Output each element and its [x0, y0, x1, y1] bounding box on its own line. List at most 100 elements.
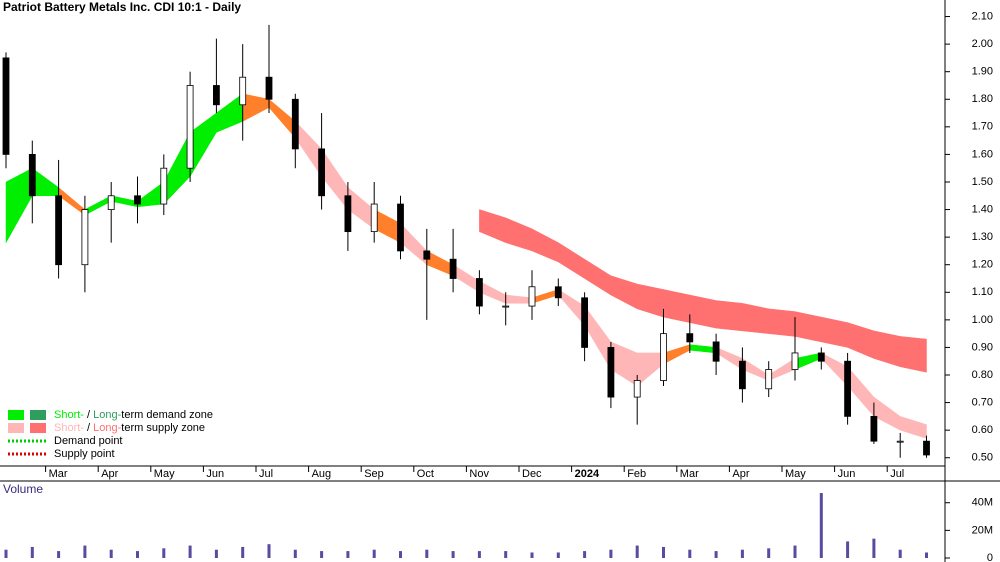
- legend-entry: Short- / Long-term demand zone: [54, 409, 213, 421]
- x-tick-label: May: [154, 468, 175, 480]
- volume-bar: [109, 549, 113, 558]
- y-tick-label: 0.50: [972, 452, 993, 464]
- legend-swatch: [30, 423, 46, 433]
- candle-body: [239, 76, 247, 106]
- y-tick-label: 1.80: [972, 93, 993, 105]
- volume-bar: [293, 549, 297, 558]
- volume-bar: [214, 549, 218, 558]
- x-tick-label: Sep: [364, 468, 384, 480]
- candle-body: [554, 286, 562, 299]
- legend-text: term supply zone: [121, 422, 205, 434]
- x-tick-label: Nov: [469, 468, 489, 480]
- volume-bar: [477, 551, 481, 558]
- volume-bar: [819, 493, 823, 558]
- candle-body: [791, 352, 799, 370]
- candle-body: [870, 415, 878, 442]
- legend-swatch: [8, 423, 24, 433]
- volume-bar: [688, 549, 692, 558]
- candle-body: [55, 195, 62, 266]
- y-tick-label: 0.90: [972, 341, 993, 353]
- volume-bar: [872, 538, 876, 558]
- volume-bar: [714, 551, 718, 558]
- long-term-supply-zone: [768, 308, 796, 337]
- y-tick-label: 0.70: [972, 396, 993, 408]
- volume-bar: [4, 549, 8, 558]
- x-tick-label: Feb: [627, 468, 646, 480]
- long-term-supply-zone: [663, 289, 691, 323]
- candle-body: [607, 347, 615, 398]
- candle-body: [817, 352, 825, 362]
- legend-long: Long-: [93, 422, 121, 434]
- legend-entry: Demand point: [54, 435, 123, 447]
- volume-bar: [425, 549, 429, 558]
- y-tick-label: 1.20: [972, 259, 993, 271]
- candle-body: [633, 380, 641, 398]
- candle-body: [765, 369, 773, 390]
- candle-body: [712, 341, 720, 362]
- candle-body: [449, 258, 457, 279]
- volume-bar: [609, 549, 613, 558]
- long-term-supply-zone: [715, 300, 743, 332]
- x-tick-label: Aug: [312, 468, 332, 480]
- volume-bar: [793, 545, 797, 558]
- volume-bar: [241, 546, 245, 558]
- volume-bar: [530, 552, 534, 558]
- x-tick-label: Jun: [838, 468, 856, 480]
- x-tick-label: 2024: [575, 468, 600, 480]
- legend-swatch: [8, 410, 24, 420]
- x-tick-label: Apr: [732, 468, 749, 480]
- candle-body: [81, 209, 89, 266]
- volume-bar: [767, 548, 771, 558]
- legend-short: Short-: [54, 409, 84, 421]
- x-tick-label: Jul: [259, 468, 273, 480]
- candle-body: [318, 148, 326, 197]
- x-tick-label: Jul: [890, 468, 904, 480]
- volume-bar: [846, 541, 850, 558]
- legend-sep: /: [84, 422, 93, 434]
- y-tick-label: 0.80: [972, 369, 993, 381]
- volume-bar: [451, 551, 455, 558]
- volume-bar: [30, 546, 34, 558]
- volume-bar: [898, 549, 902, 558]
- volume-bar: [136, 551, 139, 558]
- candle-body: [186, 85, 194, 169]
- volume-bar: [83, 545, 87, 558]
- x-tick-label: Mar: [680, 468, 699, 480]
- candle-body: [212, 85, 220, 106]
- y-tick-label: 1.30: [972, 231, 993, 243]
- volume-title: Volume: [3, 482, 43, 496]
- candle-body: [660, 333, 667, 381]
- candle-body: [265, 76, 273, 100]
- candle-body: [423, 250, 431, 260]
- y-tick-label: 2.00: [972, 38, 993, 50]
- y-tick-label: 2.10: [972, 10, 993, 22]
- y-tick-label: 1.60: [972, 148, 993, 160]
- chart-title: Patriot Battery Metals Inc. CDI 10:1 - D…: [3, 0, 241, 14]
- volume-bar: [583, 551, 587, 558]
- candle-body: [844, 360, 851, 417]
- candle-body: [581, 297, 588, 348]
- y-tick-label: 1.90: [972, 66, 993, 78]
- candle-body: [28, 154, 36, 197]
- volume-bar: [57, 551, 61, 558]
- candle-body: [160, 167, 168, 205]
- volume-bar: [504, 551, 508, 558]
- legend-short: Short-: [54, 422, 84, 434]
- volume-bar: [662, 546, 665, 558]
- x-tick-label: Jun: [206, 468, 224, 480]
- volume-tick-label: 20M: [972, 524, 993, 536]
- volume-bar: [188, 545, 192, 558]
- volume-bar: [162, 548, 166, 558]
- y-tick-label: 1.70: [972, 121, 993, 133]
- x-tick-label: Apr: [101, 468, 118, 480]
- legend-entry: Short- / Long-term supply zone: [54, 422, 205, 434]
- candle-body: [134, 195, 141, 205]
- legend-entry: Supply point: [54, 448, 115, 460]
- candle-body: [502, 305, 510, 308]
- x-tick-label: Mar: [49, 468, 68, 480]
- candle-body: [370, 203, 378, 233]
- volume-bar: [556, 552, 560, 558]
- volume-bar: [635, 545, 639, 558]
